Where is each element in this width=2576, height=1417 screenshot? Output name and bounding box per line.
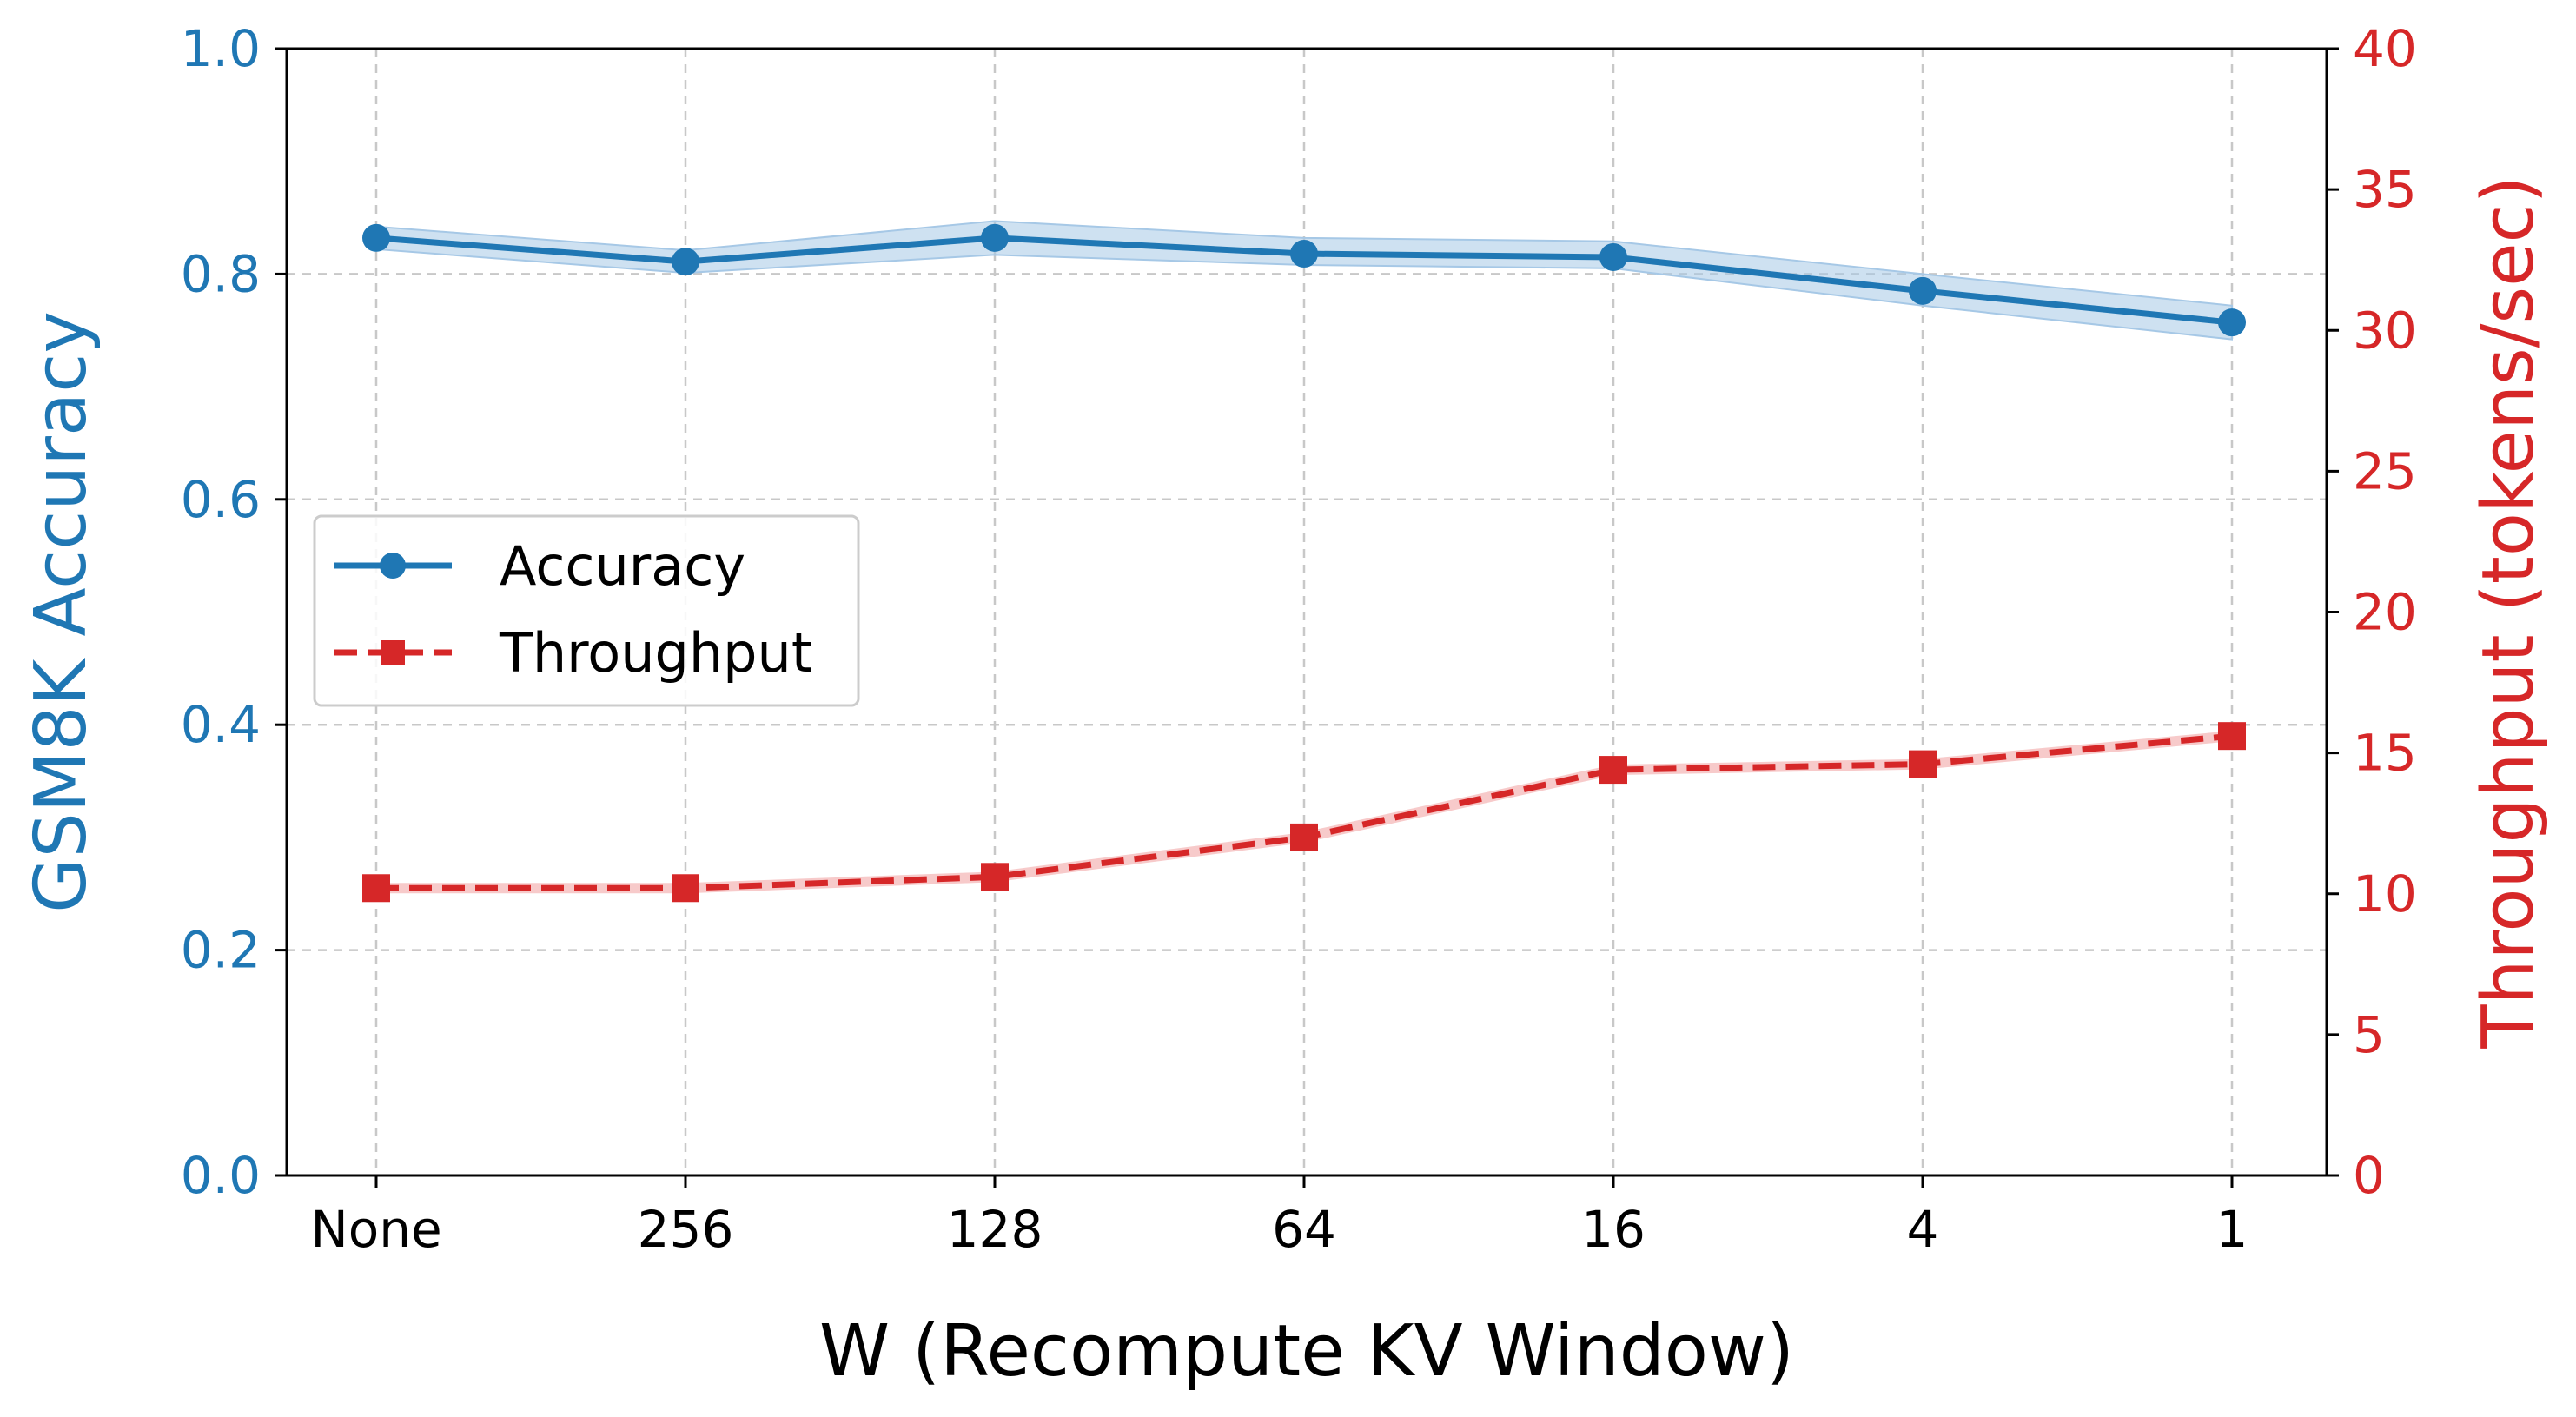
accuracy-point-1 [672,248,699,276]
x-tick-label-2: 128 [947,1200,1043,1259]
x-tick-label-1: 256 [638,1200,734,1259]
accuracy-point-2 [981,223,1009,252]
right-y-tick-label-5: 25 [2353,441,2417,500]
x-tick-label-5: 4 [1907,1200,1939,1259]
right-y-tick-label-1: 5 [2353,1005,2385,1064]
axes: None 256 128 64 16 4 1 0.0 0.2 0.4 0.6 0.8 1.0 0 5 10 15… [181,19,2417,1259]
left-y-tick-label-3: 0.6 [181,470,261,529]
right-y-tick-label-4: 20 [2353,583,2417,642]
x-tick-label-4: 16 [1581,1200,1646,1259]
right-y-tick-label-3: 15 [2353,724,2417,783]
right-y-tick-label-7: 35 [2353,160,2417,219]
right-y-axis-title: Throughput (tokens/sec) [2467,175,2550,1049]
accuracy-point-5 [1909,276,1937,305]
legend-throughput-label: Throughput [499,621,812,685]
throughput-point-4 [1599,756,1627,785]
legend-accuracy-marker [380,553,406,579]
left-y-tick-label-0: 0.0 [181,1146,261,1205]
left-y-tick-label-5: 1.0 [181,19,261,78]
throughput-point-0 [362,874,390,903]
accuracy-point-0 [362,223,390,252]
x-tick-label-0: None [310,1200,441,1259]
throughput-point-5 [1909,750,1937,778]
right-y-tick-label-0: 0 [2353,1146,2385,1205]
left-y-tick-label-2: 0.4 [181,695,261,754]
x-tick-label-6: 1 [2216,1200,2248,1259]
accuracy-point-4 [1599,242,1627,271]
left-y-tick-label-4: 0.8 [181,244,261,303]
left-y-axis-title: GSM8K Accuracy [20,311,103,913]
throughput-point-6 [2218,722,2246,751]
throughput-point-1 [672,874,699,903]
throughput-point-3 [1290,823,1318,851]
legend-accuracy-label: Accuracy [500,534,745,598]
accuracy-point-3 [1290,240,1318,268]
series-lines [362,223,2246,903]
x-axis-title: W (Recompute KV Window) [819,1310,1794,1393]
legend: Accuracy Throughput [313,514,860,707]
throughput-point-2 [981,863,1009,891]
right-y-tick-label-8: 40 [2353,19,2417,78]
right-y-tick-label-2: 10 [2353,864,2417,924]
right-y-tick-label-6: 30 [2353,301,2417,360]
left-y-tick-label-1: 0.2 [181,921,261,980]
x-tick-label-3: 64 [1272,1200,1336,1259]
accuracy-point-6 [2218,308,2246,337]
legend-throughput-marker [381,640,405,665]
